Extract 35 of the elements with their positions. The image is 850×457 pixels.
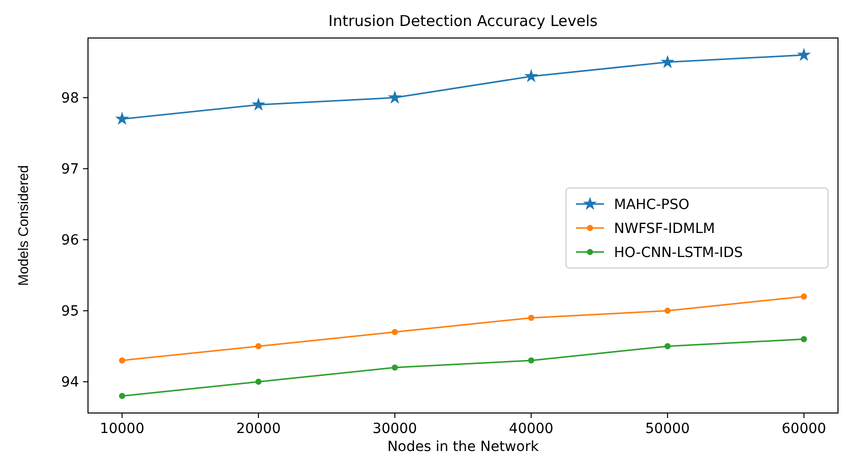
chart-title: Intrusion Detection Accuracy Levels [328,12,598,30]
point [660,54,674,68]
point [664,343,671,350]
x-tick-label: 60000 [782,421,826,437]
y-tick-label: 97 [61,162,79,178]
point [796,48,811,61]
point [800,336,807,342]
point [252,97,266,111]
point [392,328,398,336]
point [255,378,262,385]
point [388,90,402,104]
y-tick-label: 94 [61,374,80,391]
x-tick-label: 10000 [100,421,144,437]
point [119,357,126,364]
point [392,364,398,371]
point [115,112,130,125]
x-tick-label: 30000 [372,421,418,437]
x-tick-label: 20000 [236,421,281,437]
point [119,392,126,400]
point [255,343,262,350]
x-tick-label: 40000 [508,421,554,437]
point [800,293,807,300]
point [524,69,538,82]
y-axis-title: Models Considered [15,165,31,286]
y-tick-label: 95 [61,304,79,320]
x-axis-title: Nodes in the Network [387,439,540,455]
point [664,308,671,314]
point [528,314,534,321]
y-tick-label: 96 [61,232,80,249]
legend-label: NWFSF-IDMLM [614,220,715,237]
point [528,357,534,364]
legend-label: HO-CNN-LSTM-IDS [614,244,744,261]
y-tick-label: 98 [61,90,79,107]
x-tick-label: 50000 [645,421,690,437]
legend-label: MAHC-PSO [614,196,690,213]
